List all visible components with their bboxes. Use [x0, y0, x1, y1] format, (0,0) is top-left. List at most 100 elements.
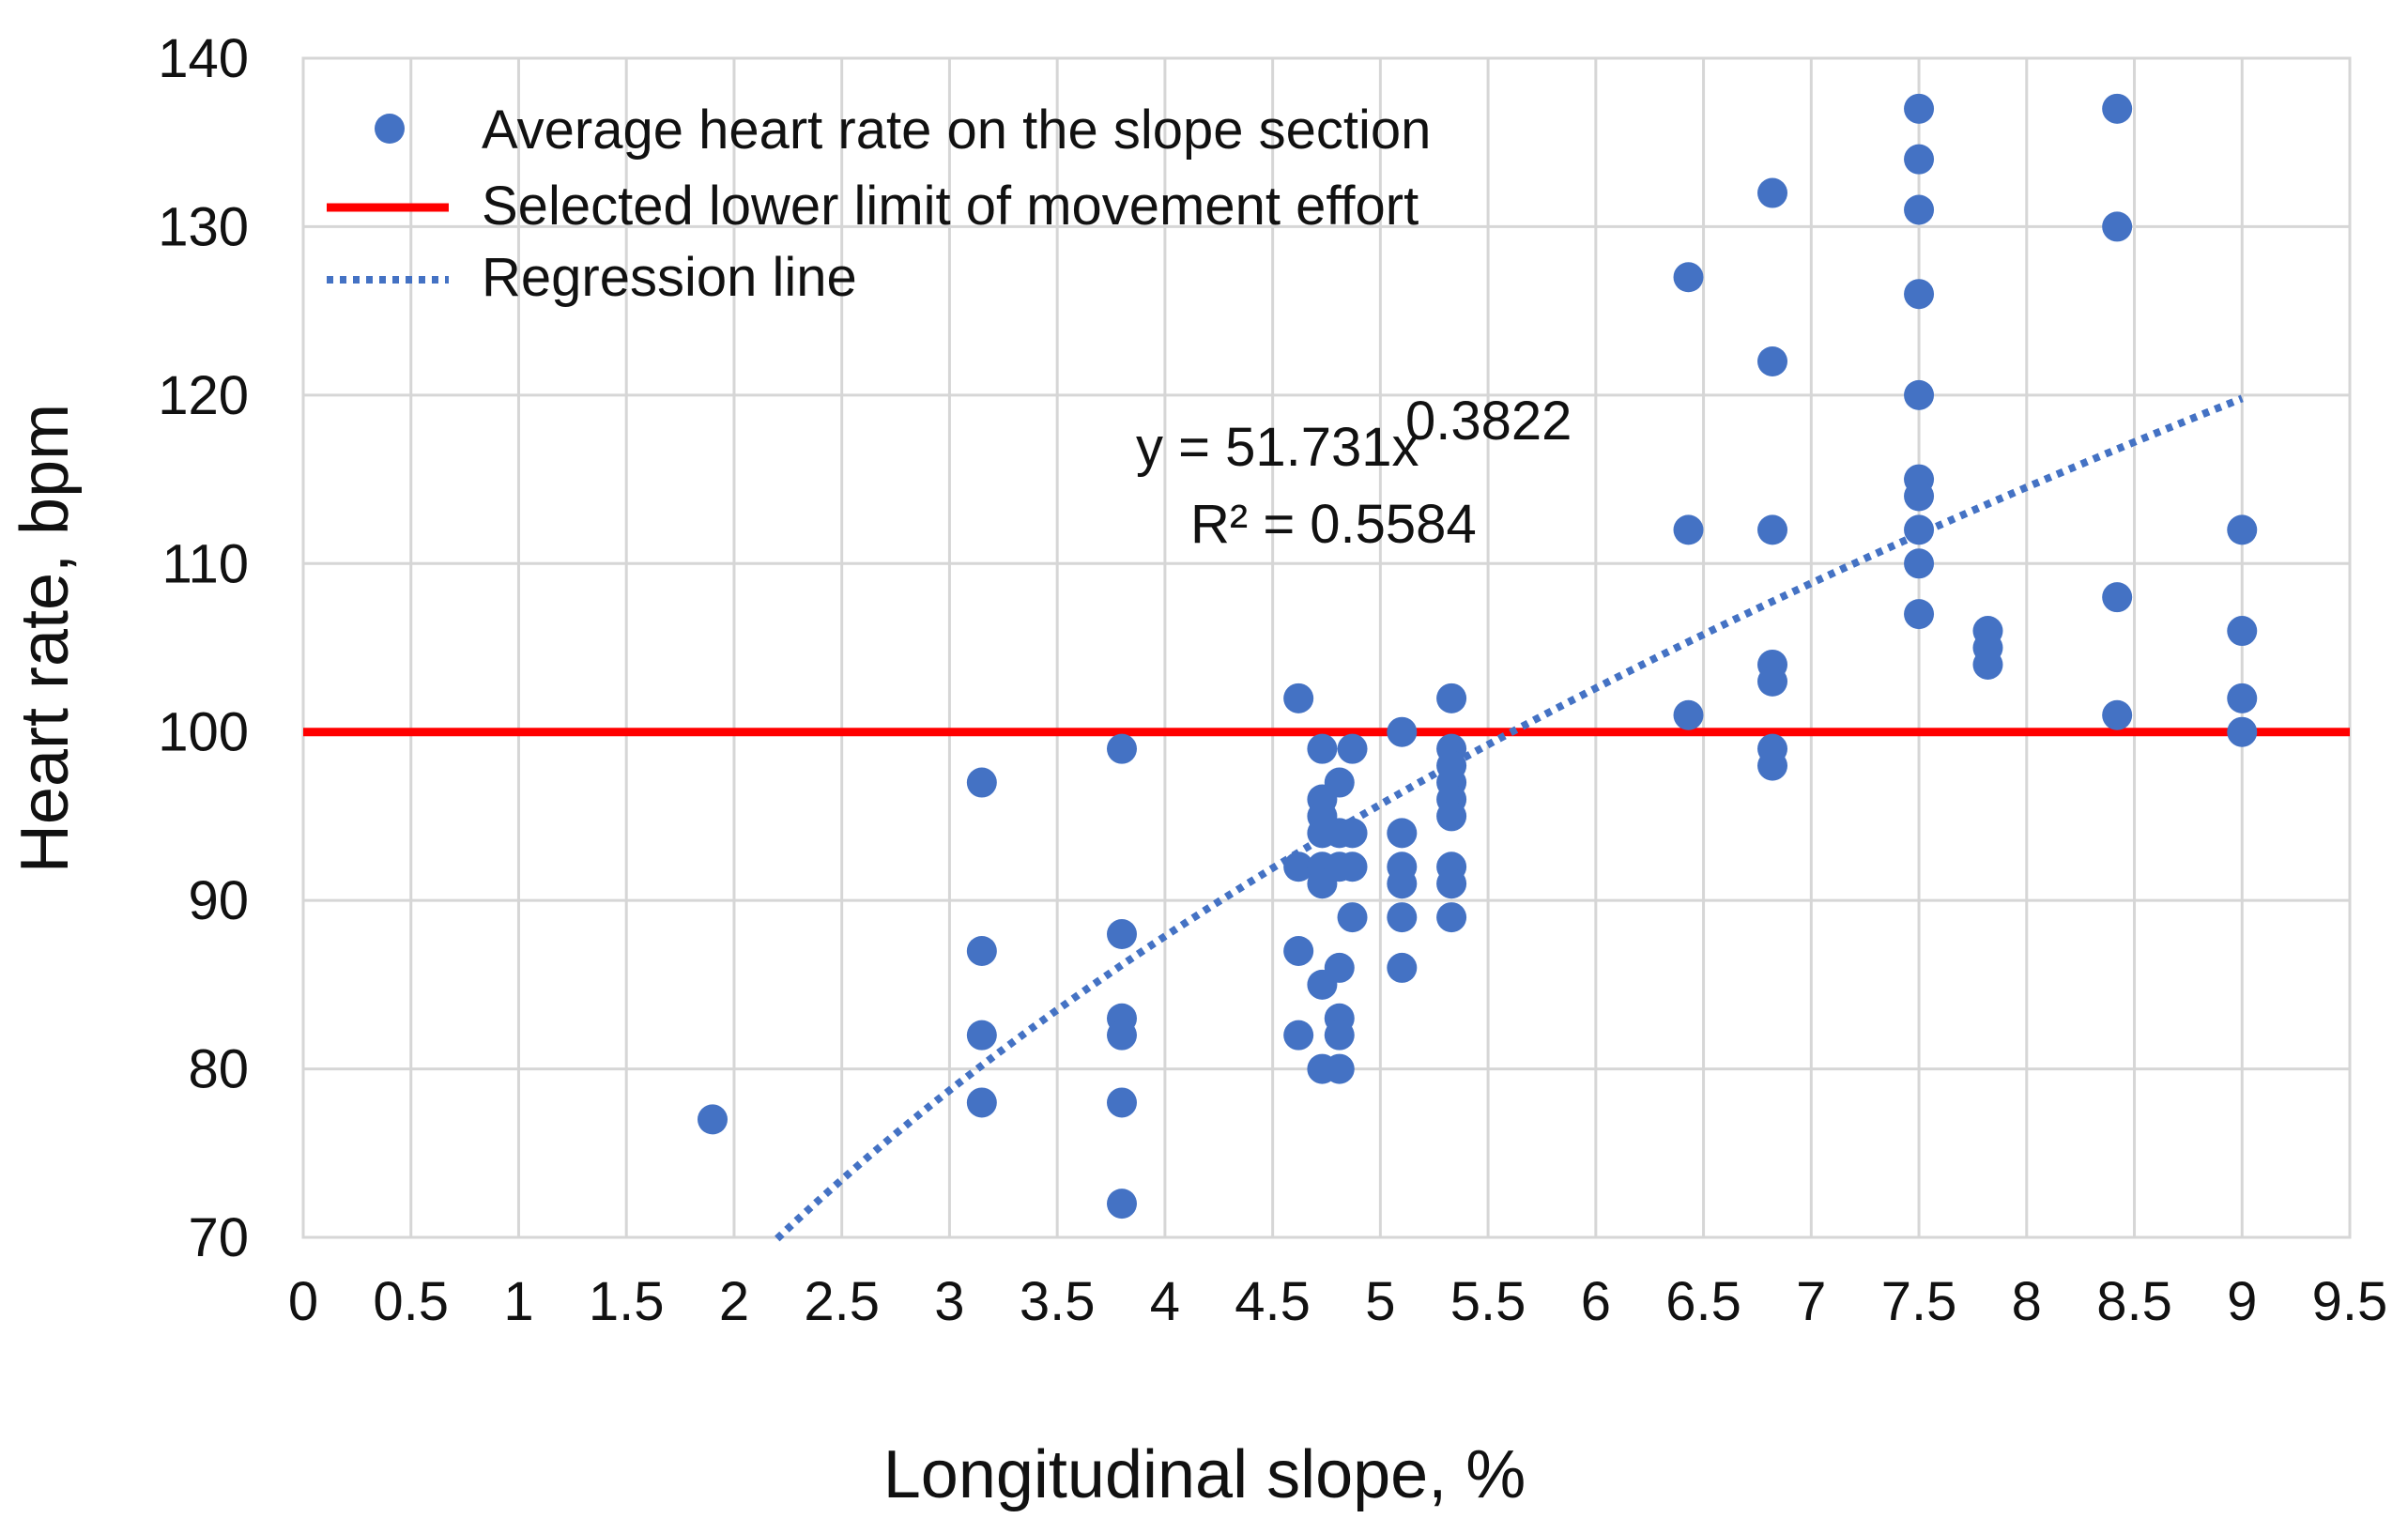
x-tick-label: 6 — [1581, 1271, 1611, 1332]
data-point — [1387, 952, 1418, 983]
data-point — [2227, 683, 2258, 713]
data-point — [2102, 93, 2133, 124]
data-point — [1107, 733, 1137, 764]
x-tick-label: 6.5 — [1665, 1271, 1741, 1332]
data-point — [698, 1104, 728, 1135]
data-point — [1904, 279, 1935, 310]
legend: Average heart rate on the slope section … — [327, 100, 1431, 308]
y-tick-label: 90 — [188, 870, 249, 931]
data-point — [1324, 1020, 1355, 1051]
x-tick-label: 5 — [1365, 1271, 1395, 1332]
data-point — [1904, 599, 1935, 630]
data-point — [1673, 262, 1704, 293]
data-point — [1324, 767, 1355, 798]
data-point — [1673, 514, 1704, 545]
data-point — [1337, 851, 1368, 882]
x-tick-label: 4.5 — [1235, 1271, 1311, 1332]
data-point — [1283, 935, 1314, 966]
y-tick-label: 130 — [158, 196, 249, 257]
data-point — [1337, 818, 1368, 849]
data-point — [1904, 194, 1935, 225]
x-tick-label: 7.5 — [1881, 1271, 1957, 1332]
data-point — [1904, 514, 1935, 545]
x-tick-label: 2 — [719, 1271, 749, 1332]
legend-label-points: Average heart rate on the slope section — [482, 100, 1431, 161]
x-tick-label: 7 — [1796, 1271, 1826, 1332]
regression-curve — [775, 394, 2244, 1242]
data-point — [1436, 902, 1467, 933]
data-point — [1107, 1020, 1137, 1051]
data-point — [1904, 144, 1935, 175]
data-point — [1324, 1053, 1355, 1084]
data-point — [1324, 952, 1355, 983]
data-point — [1337, 902, 1368, 933]
data-point — [1972, 649, 2003, 680]
r-squared-text: R² = 0.5584 — [1190, 494, 1477, 555]
x-tick-label: 5.5 — [1450, 1271, 1526, 1332]
legend-marker-points — [375, 114, 405, 144]
x-tick-label: 9 — [2227, 1271, 2257, 1332]
data-point — [1283, 851, 1314, 882]
x-tick-label: 2.5 — [804, 1271, 880, 1332]
data-point — [1757, 750, 1788, 781]
data-point — [1904, 548, 1935, 579]
legend-label-limit: Selected lower limit of movement effort — [482, 176, 1419, 237]
x-tick-label: 8 — [2012, 1271, 2042, 1332]
data-point — [1436, 801, 1467, 832]
x-tick-label: 3 — [934, 1271, 964, 1332]
equation-exponent: 0.3822 — [1405, 391, 1572, 452]
data-point — [1387, 868, 1418, 899]
y-tick-label: 100 — [158, 702, 249, 763]
scatter-points — [698, 93, 2258, 1220]
data-point — [966, 1087, 997, 1118]
data-point — [2102, 211, 2133, 242]
y-tick-label: 110 — [162, 533, 249, 594]
x-tick-label: 1 — [503, 1271, 533, 1332]
equation-text: y = 51.731x — [1136, 417, 1419, 478]
data-point — [966, 767, 997, 798]
x-tick-label: 8.5 — [2096, 1271, 2172, 1332]
data-point — [1387, 818, 1418, 849]
data-point — [1757, 345, 1788, 376]
regression-line-layer — [775, 394, 2244, 1242]
data-point — [1904, 379, 1935, 410]
data-point — [2227, 514, 2258, 545]
data-point — [1436, 868, 1467, 899]
data-point — [1757, 514, 1788, 545]
legend-label-regression: Regression line — [482, 247, 857, 308]
plot-frame — [301, 56, 2352, 1239]
data-point — [966, 935, 997, 966]
x-tick-label: 0 — [288, 1271, 318, 1332]
data-point — [1107, 1189, 1137, 1220]
x-tick-label: 9.5 — [2312, 1271, 2388, 1332]
data-point — [1283, 1020, 1314, 1051]
data-point — [1387, 716, 1418, 747]
y-tick-label: 140 — [158, 28, 249, 89]
data-point — [1283, 683, 1314, 713]
data-point — [2102, 699, 2133, 730]
data-point — [1904, 481, 1935, 512]
x-tick-label: 0.5 — [373, 1271, 449, 1332]
data-point — [1757, 177, 1788, 208]
y-tick-label: 70 — [188, 1207, 249, 1268]
data-point — [1107, 1087, 1137, 1118]
x-tick-label: 3.5 — [1020, 1271, 1096, 1332]
data-point — [1307, 733, 1338, 764]
y-axis-title: Heart rate, bpm — [8, 404, 83, 873]
data-point — [2227, 716, 2258, 747]
x-tick-label: 4 — [1150, 1271, 1180, 1332]
data-point — [966, 1020, 997, 1051]
y-tick-label: 120 — [158, 365, 249, 426]
data-point — [1436, 683, 1467, 713]
y-tick-label: 80 — [188, 1039, 249, 1100]
data-point — [2102, 582, 2133, 613]
data-point — [1337, 733, 1368, 764]
regression-equation: y = 51.731x 0.3822 R² = 0.5584 — [1136, 391, 1572, 555]
data-point — [1904, 93, 1935, 124]
x-axis-title: Longitudinal slope, % — [883, 1437, 1526, 1512]
data-point — [1107, 919, 1137, 950]
data-point — [1673, 699, 1704, 730]
x-tick-label: 1.5 — [589, 1271, 665, 1332]
